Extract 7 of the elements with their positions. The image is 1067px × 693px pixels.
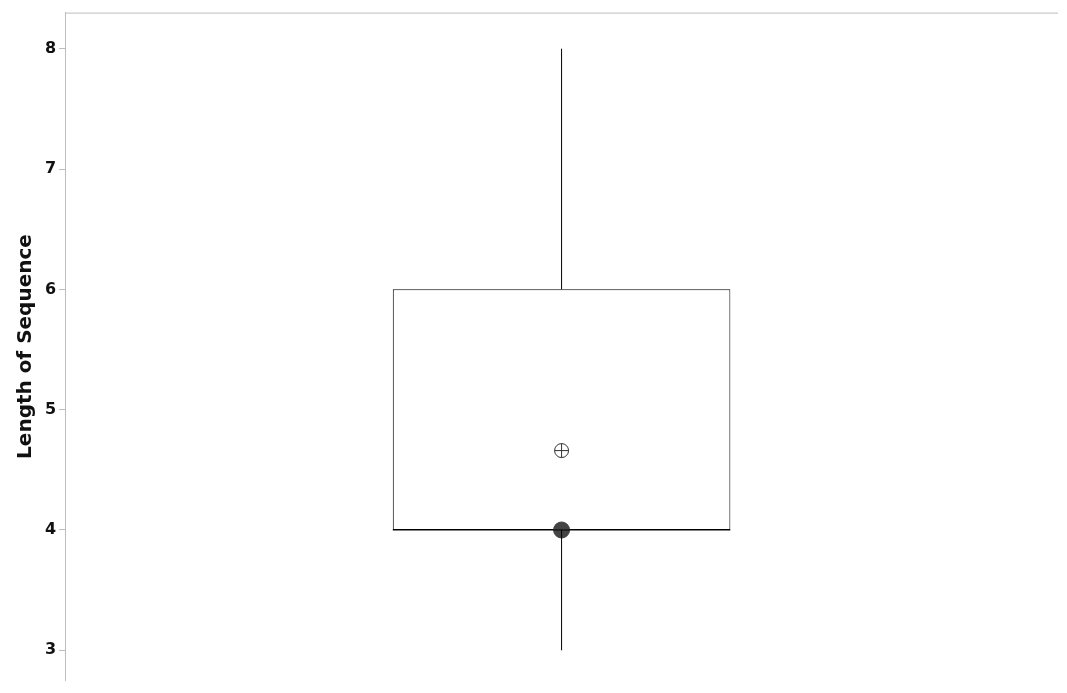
y-tick-label: 8 (44, 37, 57, 57)
y-tick-label: 5 (44, 398, 57, 418)
y-axis-title: Length of Sequence (12, 234, 37, 459)
y-tick-label: 3 (44, 639, 57, 659)
y-tick-label: 6 (44, 278, 57, 298)
y-tick-label: 7 (44, 158, 57, 178)
y-tick-label: 4 (44, 519, 57, 539)
